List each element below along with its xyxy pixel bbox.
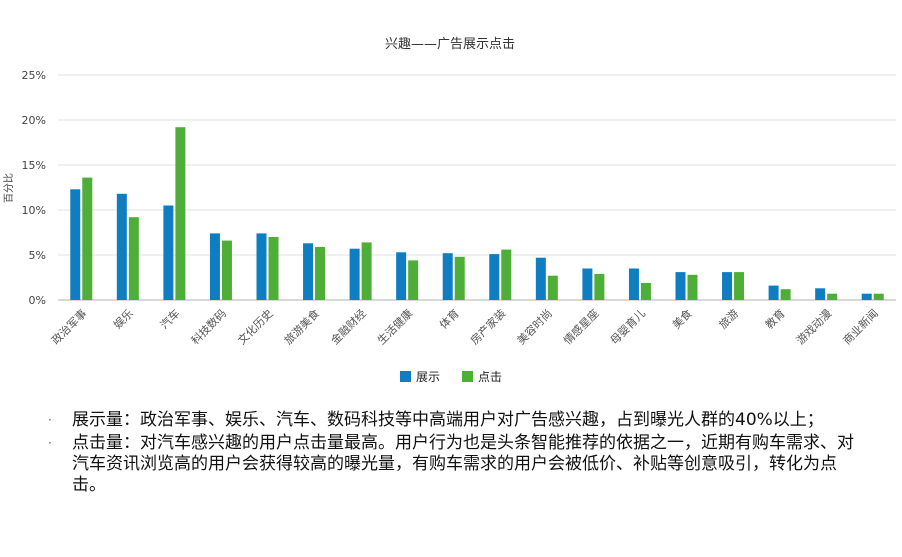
legend: 展示 点击 bbox=[400, 370, 502, 384]
legend-label-click: 点击 bbox=[478, 370, 502, 384]
bar-click bbox=[734, 272, 745, 300]
bar-show bbox=[535, 257, 546, 300]
bar-show bbox=[70, 189, 81, 300]
bar-show bbox=[489, 254, 500, 300]
bar-show bbox=[861, 293, 872, 300]
bar-click bbox=[594, 273, 605, 300]
y-tick-label: 15% bbox=[22, 159, 46, 172]
bar-chart: 兴趣——广告展示点击 百分比 0% 5% 10% 15% 20% 25% 政治军事 娱乐 汽车… bbox=[3, 37, 896, 384]
bar-show bbox=[768, 285, 779, 300]
x-tick-label: 金融财经 bbox=[328, 306, 369, 347]
bar-show bbox=[815, 288, 826, 300]
bar-show bbox=[722, 272, 733, 300]
bullet-icon: · bbox=[48, 413, 52, 427]
bar-click bbox=[780, 289, 791, 300]
bar-show bbox=[442, 253, 453, 300]
bar-click bbox=[175, 127, 186, 300]
y-tick-label: 10% bbox=[22, 204, 46, 217]
bar-show bbox=[675, 272, 686, 300]
bar-click bbox=[873, 293, 884, 300]
note-impressions: · 展示量：政治军事、娱乐、汽车、数码科技等中高端用户对广告感兴趣，占到曝光人群… bbox=[40, 410, 870, 431]
x-tick-label: 旅游 bbox=[716, 306, 741, 331]
bar-show bbox=[116, 193, 127, 300]
bar-click bbox=[827, 293, 838, 300]
x-tick-label: 生活健康 bbox=[374, 306, 415, 347]
notes: · 展示量：政治军事、娱乐、汽车、数码科技等中高端用户对广告感兴趣，占到曝光人群… bbox=[40, 410, 870, 498]
bar-show bbox=[396, 252, 407, 300]
bar-click bbox=[454, 256, 465, 300]
y-tick-label: 0% bbox=[29, 294, 46, 307]
note-impressions-text: 展示量：政治军事、娱乐、汽车、数码科技等中高端用户对广告感兴趣，占到曝光人群的4… bbox=[72, 410, 824, 430]
bar-click bbox=[315, 246, 326, 300]
x-tick-label: 娱乐 bbox=[110, 306, 135, 331]
x-tick-label: 文化历史 bbox=[235, 306, 276, 347]
bar-show bbox=[628, 268, 639, 300]
note-clicks: · 点击量：对汽车感兴趣的用户点击量最高。用户行为也是头条智能推荐的依据之一，近… bbox=[40, 433, 870, 496]
x-tick-label: 体育 bbox=[436, 306, 461, 331]
bar-show bbox=[209, 233, 220, 300]
note-clicks-text: 点击量：对汽车感兴趣的用户点击量最高。用户行为也是头条智能推荐的依据之一，近期有… bbox=[72, 433, 854, 495]
y-tick-label: 25% bbox=[22, 69, 46, 82]
bar-click bbox=[268, 237, 279, 300]
chart-title: 兴趣——广告展示点击 bbox=[385, 37, 515, 52]
x-tick-label: 母婴育儿 bbox=[607, 306, 648, 347]
bar-click bbox=[128, 217, 139, 300]
x-tick-label: 汽车 bbox=[157, 306, 182, 331]
bar-click bbox=[408, 260, 419, 300]
x-tick-label: 科技数码 bbox=[188, 306, 229, 347]
bar-click bbox=[221, 240, 232, 300]
bar-click bbox=[687, 274, 698, 300]
y-axis-label: 百分比 bbox=[3, 173, 15, 203]
x-tick-label: 美食 bbox=[669, 306, 694, 331]
bar-show bbox=[163, 205, 174, 300]
x-tick-label: 旅游美食 bbox=[281, 306, 322, 347]
bar-click bbox=[361, 242, 372, 300]
x-tick-label: 房产家装 bbox=[467, 306, 508, 347]
legend-swatch-click bbox=[462, 371, 473, 382]
bar-click bbox=[501, 249, 512, 300]
x-tick-label: 游戏动漫 bbox=[793, 306, 834, 347]
y-tick-label: 5% bbox=[29, 249, 46, 262]
bar-click bbox=[640, 282, 651, 300]
bar-show bbox=[303, 243, 314, 300]
x-tick-label: 美容时尚 bbox=[514, 306, 555, 347]
bar-click bbox=[547, 275, 558, 300]
bar-show bbox=[256, 233, 267, 300]
legend-label-show: 展示 bbox=[416, 370, 440, 384]
x-tick-label: 教育 bbox=[762, 306, 787, 331]
bar-show bbox=[349, 248, 360, 300]
x-tick-label: 情感星座 bbox=[560, 306, 601, 347]
bar-click bbox=[82, 177, 93, 300]
bullet-icon: · bbox=[48, 436, 52, 450]
legend-swatch-show bbox=[400, 371, 411, 382]
bar-show bbox=[582, 268, 593, 300]
x-tick-label: 政治军事 bbox=[48, 306, 89, 347]
y-tick-label: 20% bbox=[22, 114, 46, 127]
x-tick-label: 商业新闻 bbox=[840, 306, 881, 347]
